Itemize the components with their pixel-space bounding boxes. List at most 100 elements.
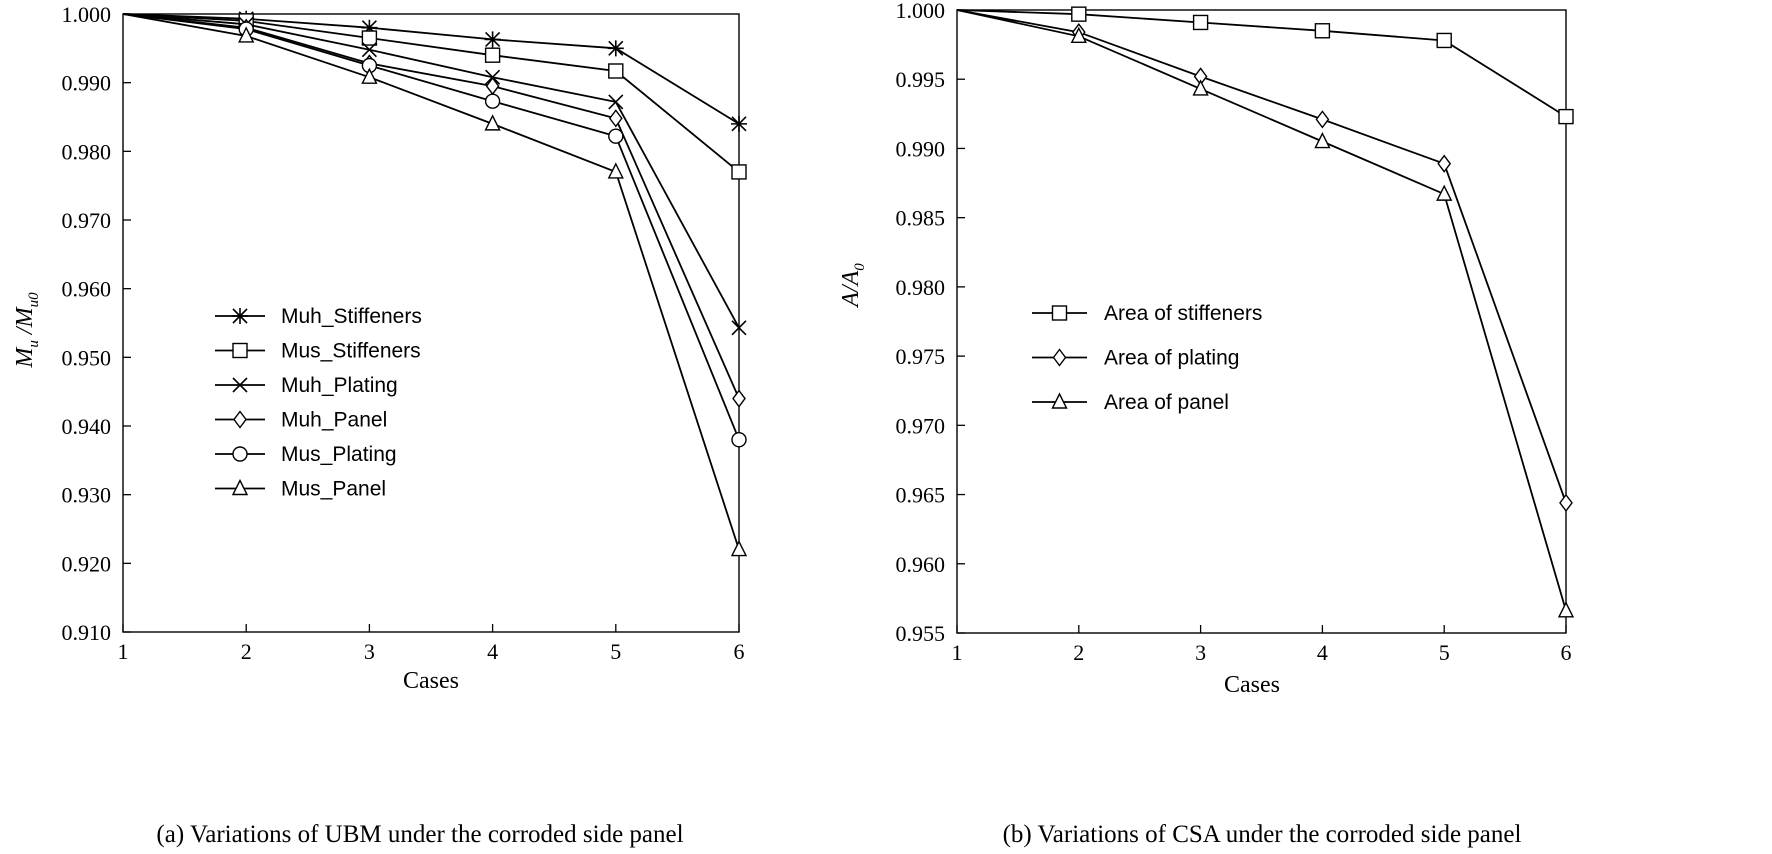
chart-a-series-line (122, 13, 740, 399)
chart-b-series-line (956, 9, 1567, 612)
chart-b-data-point (1437, 154, 1452, 173)
chart-b-y-tick-label: 0.970 (896, 413, 946, 438)
chart-a-series-group (122, 10, 748, 557)
chart-a-caption: (a) Variations of UBM under the corroded… (156, 821, 683, 848)
chart-a-x-tick-label: 6 (734, 639, 745, 664)
chart-b-series-1 (956, 9, 1573, 513)
chart-b-series-group (956, 6, 1575, 618)
chart-a-x-tick-label: 3 (364, 639, 375, 664)
chart-a-series-0 (122, 10, 747, 132)
chart-a-data-point (608, 109, 623, 128)
chart-a-y-axis: 0.910 0.920 0.930 0.940 0.950 0.960 0.970 0.980… (62, 2, 131, 645)
chart-a: 0.910 0.920 0.930 0.940 0.950 0.960 0.970 0.980… (12, 2, 748, 848)
chart-b-legend-marker (1052, 348, 1067, 367)
chart-a-data-point (730, 540, 748, 557)
chart-b-x-tick-label: 3 (1195, 640, 1206, 665)
chart-a-legend-label: Muh_Stiffeners (281, 305, 422, 328)
chart-a-legend-marker (232, 308, 248, 324)
chart-b-data-point (1192, 14, 1209, 31)
chart-a-data-point (484, 93, 501, 109)
chart-a-data-point (732, 389, 746, 408)
chart-a-legend-label: Mus_Panel (281, 478, 386, 501)
chart-a-y-tick-label: 0.950 (62, 345, 112, 370)
chart-b-data-point (1070, 26, 1087, 44)
chart-a-y-title-part-3: /M (12, 305, 38, 340)
chart-a-series-line (122, 13, 740, 441)
chart-b-y-title-part-1: A/A (838, 270, 864, 308)
chart-a-y-tick-label: 0.930 (62, 483, 112, 508)
chart-a-x-tick-label: 4 (487, 639, 498, 664)
chart-a-y-tick-label: 0.940 (62, 414, 112, 439)
chart-b-x-tick-label: 5 (1439, 640, 1450, 665)
chart-a-data-point (731, 432, 747, 448)
chart-a-y-tick-label: 0.920 (62, 551, 112, 576)
chart-b-series-line (956, 9, 1567, 118)
chart-a-data-point (608, 63, 624, 79)
chart-a-y-tick-label: 0.990 (62, 71, 112, 96)
chart-a-data-point (608, 94, 624, 110)
chart-a-x-tick-label: 5 (610, 639, 621, 664)
chart-a-legend-marker (232, 446, 248, 462)
chart-b-data-point (1315, 110, 1330, 129)
chart-b-legend-label: Area of plating (1104, 347, 1239, 370)
chart-b: 0.955 0.960 0.965 0.970 0.975 0.980 0.985 0.990… (838, 0, 1575, 848)
chart-a-x-tick-label: 1 (118, 639, 129, 664)
chart-a-data-point (361, 67, 378, 84)
chart-b-x-axis: 1 2 3 4 5 6 (952, 625, 1572, 665)
chart-a-y-tick-label: 0.970 (62, 208, 112, 233)
chart-b-y-tick-label: 0.990 (896, 136, 946, 161)
chart-a-y-title-part-1: M (12, 346, 38, 369)
chart-a-data-point (361, 19, 378, 36)
chart-b-y-tick-label: 0.980 (896, 275, 946, 300)
chart-a-data-point (608, 128, 624, 144)
chart-a-data-point (484, 114, 501, 131)
chart-b-data-point (1559, 493, 1573, 513)
chart-a-x-axis: 1 2 3 4 5 6 (118, 624, 745, 664)
chart-a-x-tick-label: 2 (241, 639, 252, 664)
chart-a-data-point (607, 40, 624, 57)
chart-a-legend-label: Muh_Panel (281, 409, 387, 432)
chart-a-legend-marker (232, 377, 248, 393)
chart-b-x-tick-label: 2 (1073, 640, 1084, 665)
chart-b-legend-label: Area of panel (1104, 391, 1229, 414)
chart-b-data-point (1192, 79, 1209, 96)
chart-a-series-1 (122, 13, 747, 180)
chart-a-series-line (122, 13, 740, 125)
chart-a-data-point (484, 31, 501, 48)
chart-a-data-point (361, 42, 377, 58)
chart-a-y-title-part-4: u0 (26, 292, 42, 308)
chart-b-y-axis: 0.955 0.960 0.965 0.970 0.975 0.980 0.985 0.990… (896, 0, 965, 646)
chart-a-data-point (731, 115, 747, 132)
chart-b-x-tick-label: 1 (952, 640, 963, 665)
chart-b-y-axis-title: A/A0 (838, 263, 868, 309)
chart-b-legend-label: Area of stiffeners (1104, 302, 1262, 325)
chart-a-legend-label: Muh_Plating (281, 374, 398, 397)
chart-a-y-title-part-2: u (26, 340, 42, 348)
chart-b-y-tick-label: 0.965 (896, 483, 946, 508)
chart-b-y-tick-label: 0.995 (896, 67, 946, 92)
chart-b-caption: (b) Variations of CSA under the corroded… (1003, 821, 1522, 848)
chart-a-series-3 (122, 13, 746, 408)
chart-b-data-point (1558, 108, 1574, 125)
chart-a-legend-label: Mus_Stiffeners (281, 340, 421, 363)
chart-b-data-point (1436, 32, 1452, 49)
chart-b-y-tick-label: 1.000 (896, 0, 946, 23)
chart-b-y-tick-label: 0.975 (896, 344, 946, 369)
chart-b-legend-marker (1051, 305, 1068, 321)
chart-b-data-point (1071, 6, 1087, 22)
chart-a-series-4 (122, 13, 747, 448)
chart-a-series-line (122, 13, 740, 550)
chart-b-x-tick-label: 6 (1561, 640, 1572, 665)
chart-b-y-tick-label: 0.955 (896, 621, 946, 646)
chart-b-series-2 (956, 9, 1575, 618)
chart-a-data-point (731, 164, 747, 180)
chart-a-y-tick-label: 0.910 (62, 620, 112, 645)
chart-b-legend-marker (1051, 392, 1068, 409)
chart-a-data-point (238, 26, 255, 43)
chart-a-data-point (484, 47, 501, 63)
chart-b-y-tick-label: 0.985 (896, 206, 946, 231)
chart-b-data-point (1436, 184, 1453, 201)
chart-a-series-line (122, 13, 740, 329)
chart-b-x-axis-title: Cases (1224, 672, 1280, 698)
